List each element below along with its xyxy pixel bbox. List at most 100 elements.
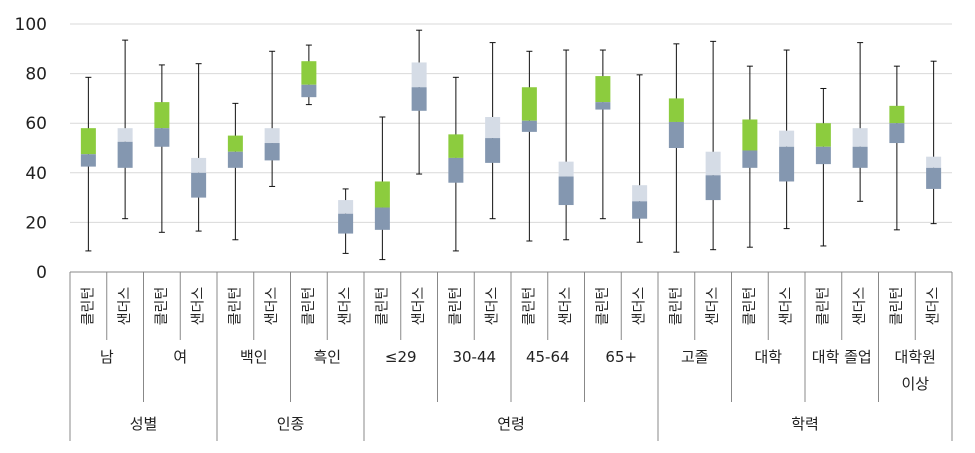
subgroup-label: 고졸 <box>681 348 709 366</box>
box-upper <box>779 130 795 147</box>
box-upper <box>374 181 390 208</box>
category-label: 클린턴 <box>889 287 905 326</box>
category-label: 샌더스 <box>779 287 795 326</box>
box-lower <box>301 84 317 98</box>
category-label: 클린턴 <box>742 287 758 326</box>
y-tick-label: 100 <box>15 15 47 35</box>
box-lower <box>411 87 427 111</box>
category-label: 샌더스 <box>705 287 721 326</box>
box-upper <box>558 161 574 177</box>
group-label: 학력 <box>791 415 819 433</box>
box-lower <box>485 138 501 163</box>
box-upper <box>80 128 96 155</box>
box-lower <box>191 172 207 198</box>
box-lower <box>632 201 648 219</box>
subgroup-label: 여 <box>173 348 187 366</box>
category-label: 샌더스 <box>191 287 207 326</box>
subgroup-label: 백인 <box>240 348 268 366</box>
category-label: 클린턴 <box>448 287 464 326</box>
box-lower <box>852 146 868 168</box>
box-lower <box>264 143 280 161</box>
box-upper <box>852 128 868 147</box>
box-lower <box>338 213 354 234</box>
category-label: 샌더스 <box>632 287 648 326</box>
group-label: 인종 <box>277 415 305 433</box>
box-lower <box>926 167 942 189</box>
box-upper <box>411 62 427 88</box>
category-label: 샌더스 <box>926 287 942 326</box>
subgroup-label: ≤29 <box>385 348 417 366</box>
gridlines <box>70 23 952 223</box>
whiskers <box>85 29 937 261</box>
box-upper <box>338 200 354 214</box>
category-labels: 클린턴 샌더스 클린턴 샌더스 클린턴 샌더스 클린턴 샌더스 클린턴 샌더스 클린턴 샌더스 클린턴 샌… <box>80 287 941 326</box>
x-axis <box>69 271 953 441</box>
y-tick-label: 80 <box>25 65 47 85</box>
box-upper <box>301 61 317 85</box>
box-upper <box>595 76 611 103</box>
box-upper <box>191 157 207 173</box>
category-label: 샌더스 <box>338 287 354 326</box>
category-label: 클린턴 <box>154 287 170 326</box>
box-upper <box>742 119 758 151</box>
y-tick-label: 40 <box>25 164 47 184</box>
box-lower <box>742 150 758 168</box>
subgroup-label: 대학원 <box>895 348 936 366</box>
box-lower <box>521 120 537 132</box>
box-lower <box>705 175 721 201</box>
box-upper <box>485 117 501 139</box>
box-upper <box>705 151 721 176</box>
y-tick-label: 60 <box>25 114 47 134</box>
subgroup-label: 흑인 <box>313 348 341 366</box>
box-lower <box>889 123 905 144</box>
box-upper <box>117 128 133 142</box>
box-upper <box>227 135 243 152</box>
subgroup-label: 30-44 <box>452 348 496 366</box>
category-label: 클린턴 <box>301 287 317 326</box>
box-upper <box>889 105 905 124</box>
subgroup-label-line2: 이상 <box>901 375 929 393</box>
box-lower <box>595 102 611 110</box>
category-label: 클린턴 <box>595 287 611 326</box>
category-label: 샌더스 <box>411 287 427 326</box>
boxes <box>80 61 942 234</box>
y-tick-label: 20 <box>25 213 47 233</box>
category-label: 샌더스 <box>264 287 280 326</box>
box-upper <box>448 134 464 158</box>
subgroup-label: 남 <box>100 348 114 366</box>
group-label: 연령 <box>497 415 525 433</box>
box-upper <box>521 87 537 121</box>
category-label: 클린턴 <box>227 287 243 326</box>
category-label: 샌더스 <box>117 287 133 326</box>
box-lower <box>558 176 574 206</box>
category-label: 클린턴 <box>668 287 684 326</box>
category-label: 클린턴 <box>815 287 831 326</box>
box-lower <box>815 146 831 165</box>
box-lower <box>80 154 96 167</box>
category-label: 클린턴 <box>521 287 537 326</box>
category-label: 클린턴 <box>374 287 390 326</box>
box-lower <box>779 146 795 182</box>
box-lower <box>154 128 170 147</box>
y-axis-ticks: 0 20 40 60 80 100 <box>15 15 47 283</box>
category-label: 샌더스 <box>558 287 574 326</box>
subgroup-label: 대학 <box>754 348 782 366</box>
group-label: 성별 <box>130 415 158 433</box>
box-lower <box>227 151 243 168</box>
box-upper <box>668 98 684 122</box>
category-label: 클린턴 <box>80 287 96 326</box>
box-lower <box>117 141 133 168</box>
box-upper <box>926 156 942 168</box>
box-upper <box>632 185 648 202</box>
subgroup-label: 45-64 <box>526 348 570 366</box>
box-upper <box>154 102 170 129</box>
subgroup-label: 대학 졸업 <box>812 348 872 366</box>
box-lower <box>374 207 390 230</box>
category-label: 샌더스 <box>852 287 868 326</box>
box-upper <box>815 123 831 147</box>
box-upper <box>264 128 280 144</box>
y-tick-label: 0 <box>36 263 47 283</box>
group-labels: 성별 인종 연령 학력 <box>130 415 819 433</box>
